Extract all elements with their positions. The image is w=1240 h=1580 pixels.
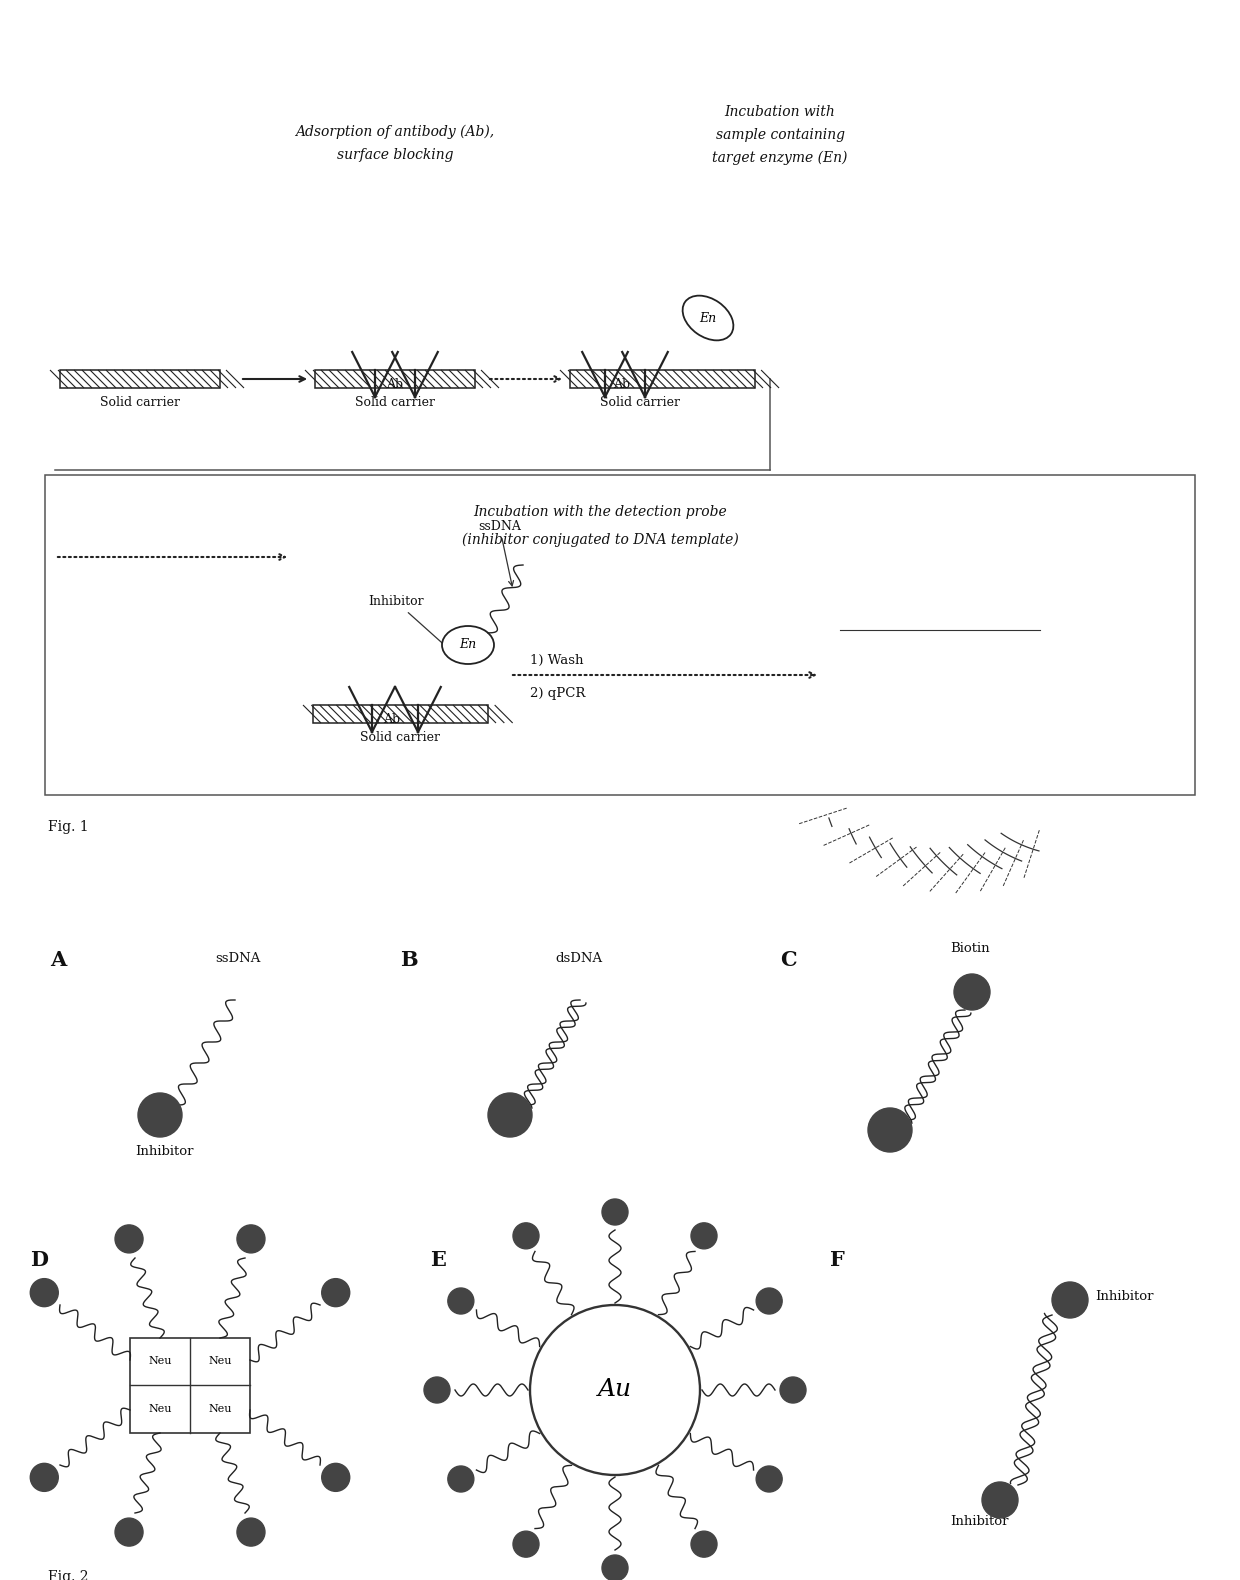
Text: Solid carrier: Solid carrier [600, 397, 680, 409]
Circle shape [115, 1224, 143, 1253]
Bar [312, 705, 489, 724]
Circle shape [513, 1531, 539, 1558]
Text: Au: Au [598, 1378, 632, 1401]
Text: (inhibitor conjugated to DNA template): (inhibitor conjugated to DNA template) [461, 532, 738, 547]
Circle shape [448, 1288, 474, 1315]
Text: Biotin: Biotin [950, 942, 990, 954]
Circle shape [448, 1466, 474, 1492]
Text: Ab: Ab [614, 378, 631, 390]
Text: En: En [699, 311, 717, 324]
Text: Inhibitor: Inhibitor [950, 1515, 1008, 1528]
Text: Solid carrier: Solid carrier [100, 397, 180, 409]
Circle shape [424, 1378, 450, 1403]
Text: E: E [430, 1250, 446, 1270]
Bar [570, 370, 755, 389]
Circle shape [321, 1278, 350, 1307]
Circle shape [601, 1199, 627, 1224]
Circle shape [756, 1288, 782, 1315]
Text: Neu: Neu [208, 1356, 232, 1367]
Text: Incubation with the detection probe: Incubation with the detection probe [474, 506, 727, 518]
Circle shape [954, 973, 990, 1010]
Circle shape [30, 1278, 58, 1307]
Text: target enzyme (En): target enzyme (En) [712, 152, 848, 166]
Circle shape [780, 1378, 806, 1403]
Text: ssDNA: ssDNA [215, 953, 260, 965]
Text: F: F [830, 1250, 844, 1270]
Text: surface blocking: surface blocking [337, 149, 454, 163]
Bar [315, 370, 475, 389]
Text: Ab: Ab [383, 713, 401, 725]
Text: Neu: Neu [208, 1405, 232, 1414]
Text: A: A [50, 950, 66, 970]
Text: 2) qPCR: 2) qPCR [529, 687, 585, 700]
Text: Fig. 1: Fig. 1 [48, 820, 88, 834]
Text: dsDNA: dsDNA [556, 953, 603, 965]
Text: B: B [401, 950, 418, 970]
Text: ssDNA: ssDNA [477, 520, 521, 586]
Text: sample containing: sample containing [715, 128, 844, 142]
Circle shape [237, 1224, 265, 1253]
Circle shape [138, 1093, 182, 1138]
Bar [60, 370, 219, 389]
Text: Inhibitor: Inhibitor [368, 596, 448, 648]
Circle shape [601, 1555, 627, 1580]
Ellipse shape [682, 295, 733, 340]
Bar [45, 476, 1195, 795]
Text: Ab: Ab [387, 378, 403, 390]
Circle shape [237, 1518, 265, 1547]
Circle shape [868, 1108, 911, 1152]
Ellipse shape [441, 626, 494, 664]
Circle shape [691, 1531, 717, 1558]
Text: Fig. 2: Fig. 2 [48, 1571, 88, 1580]
Circle shape [513, 1223, 539, 1248]
Text: 1) Wash: 1) Wash [529, 654, 584, 667]
Circle shape [489, 1093, 532, 1138]
Text: C: C [780, 950, 796, 970]
Text: En: En [460, 638, 476, 651]
Circle shape [1052, 1281, 1087, 1318]
Circle shape [691, 1223, 717, 1248]
Text: Solid carrier: Solid carrier [360, 732, 440, 744]
Bar [130, 1338, 250, 1433]
Circle shape [982, 1482, 1018, 1518]
Text: Solid carrier: Solid carrier [355, 397, 435, 409]
Circle shape [529, 1305, 701, 1476]
Text: D: D [30, 1250, 48, 1270]
Text: Inhibitor: Inhibitor [135, 1146, 193, 1158]
Circle shape [756, 1466, 782, 1492]
Text: Neu: Neu [149, 1405, 172, 1414]
Text: Adsorption of antibody (Ab),: Adsorption of antibody (Ab), [295, 125, 495, 139]
Text: Neu: Neu [149, 1356, 172, 1367]
Text: Inhibitor: Inhibitor [1095, 1289, 1153, 1304]
Circle shape [321, 1463, 350, 1492]
Circle shape [115, 1518, 143, 1547]
Circle shape [30, 1463, 58, 1492]
Text: Incubation with: Incubation with [724, 104, 836, 118]
